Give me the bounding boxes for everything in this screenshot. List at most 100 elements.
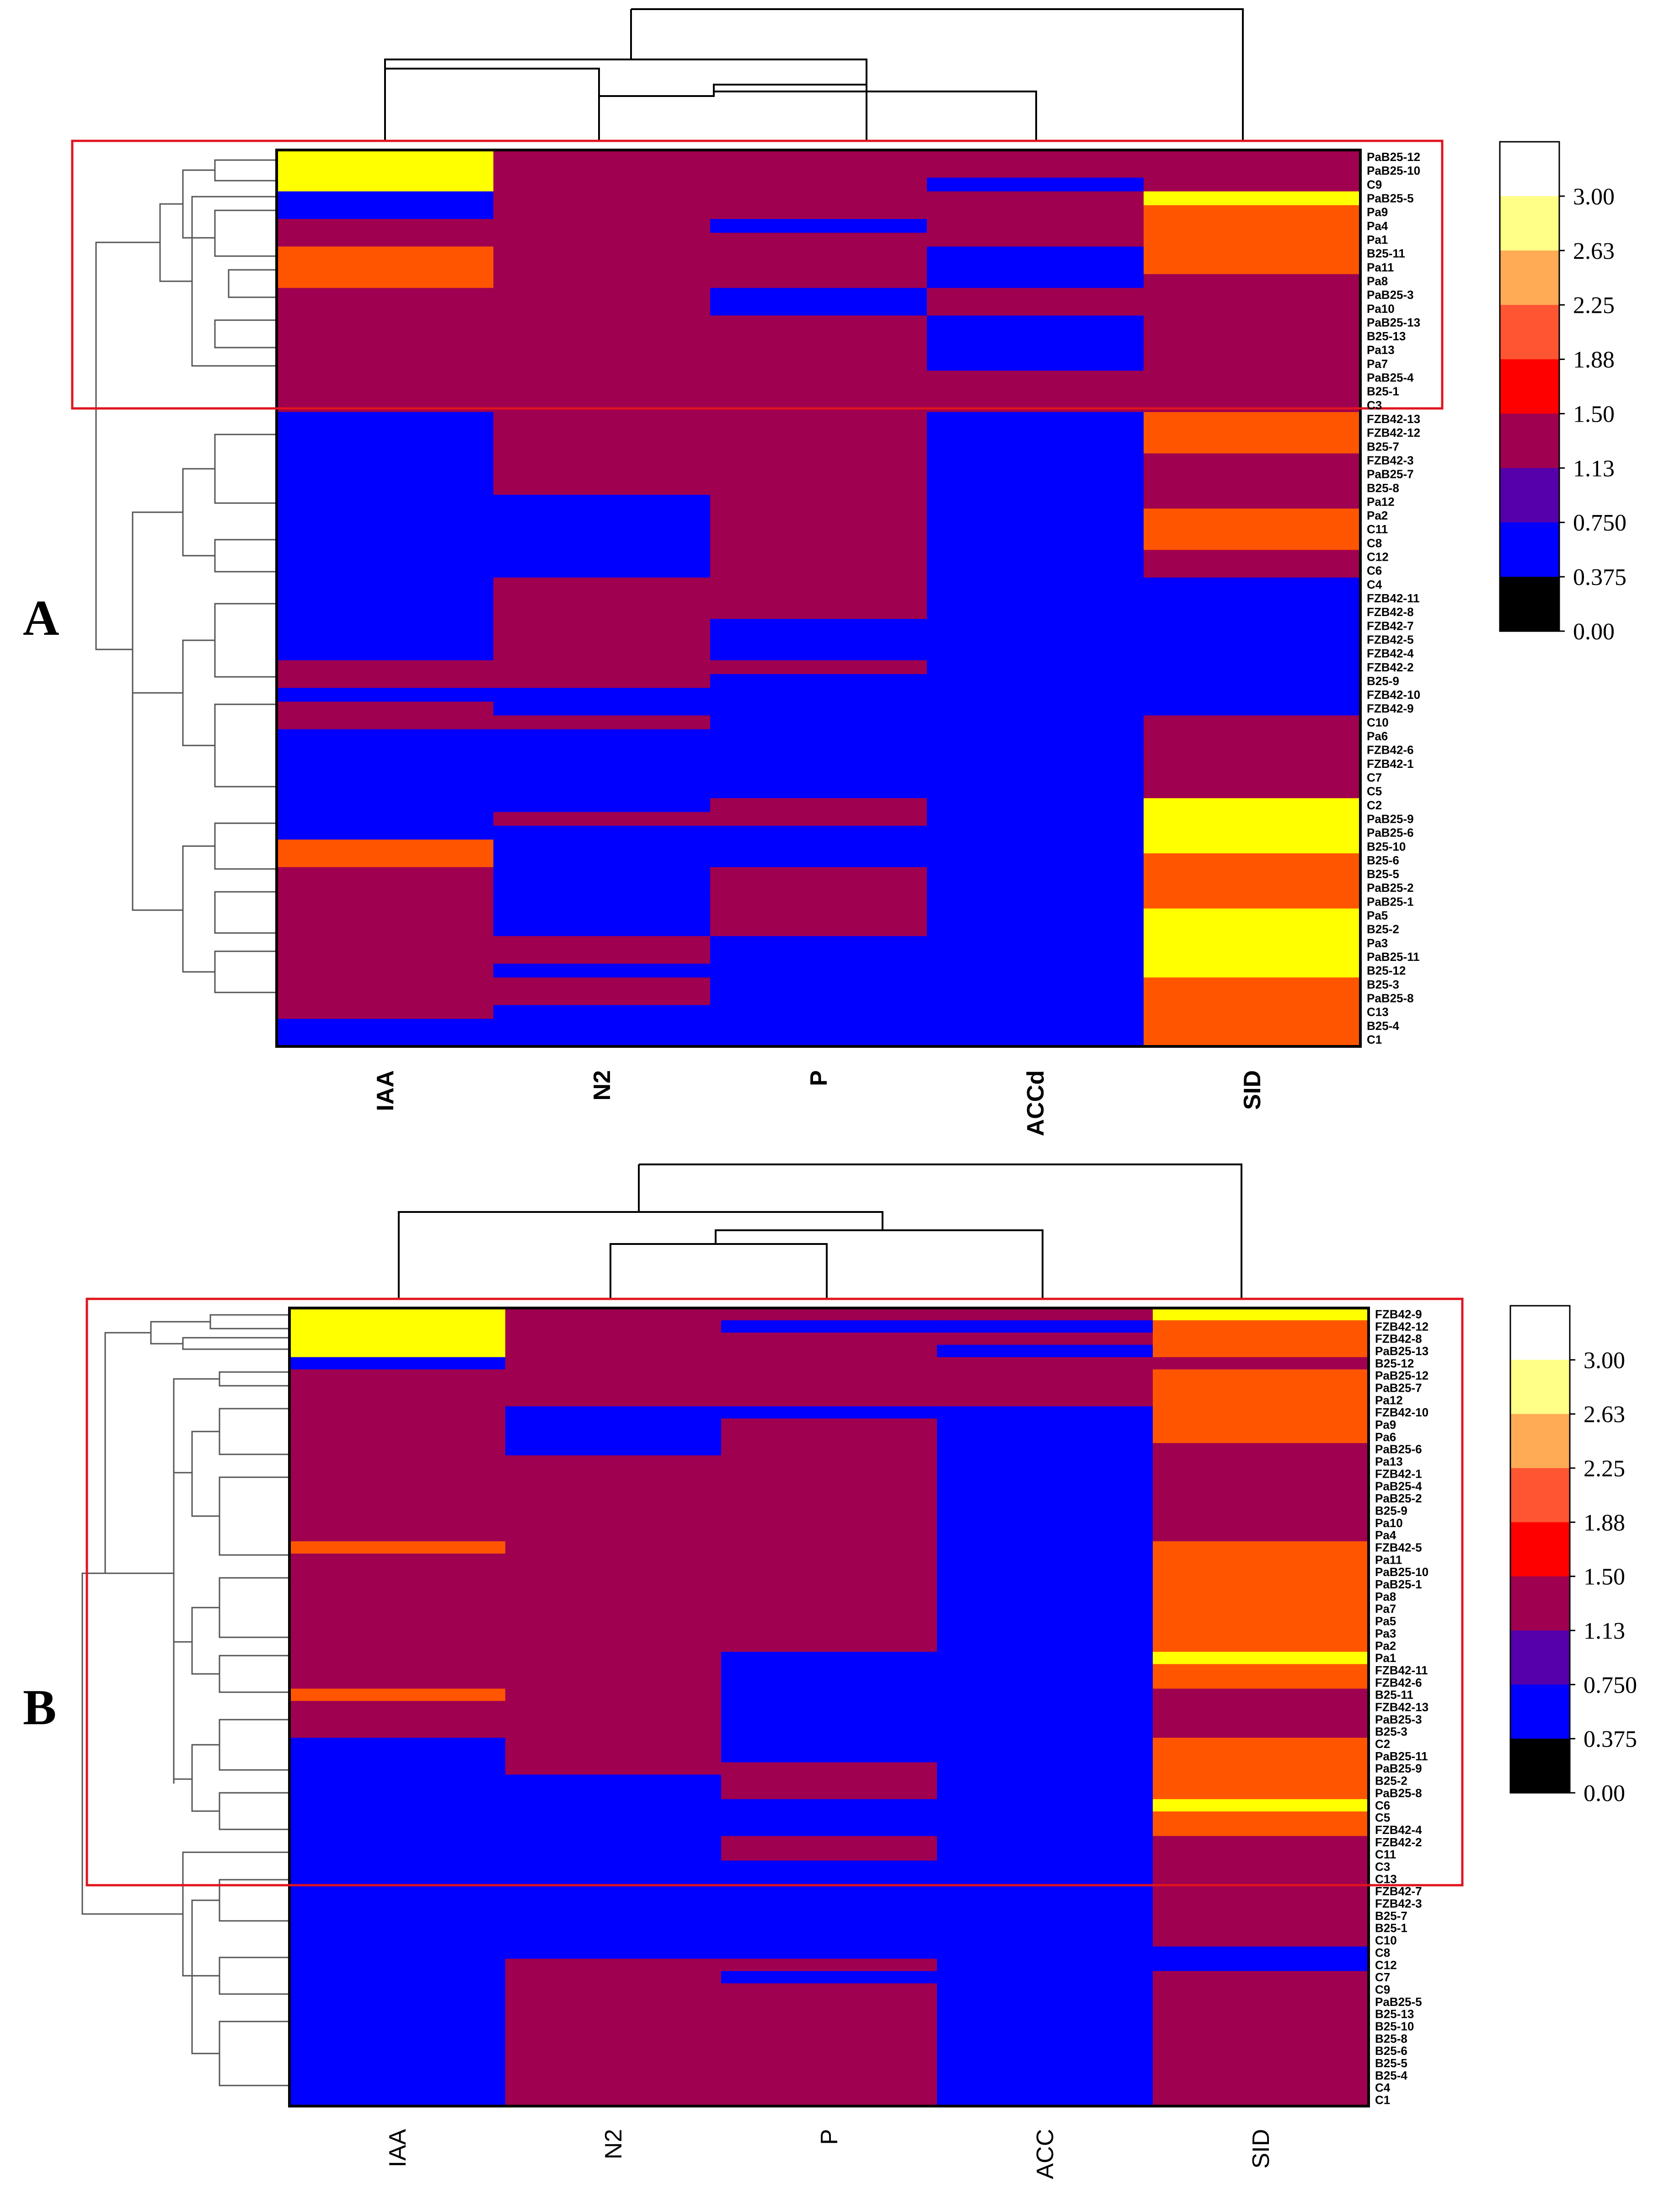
heatmap-cell — [937, 1406, 1153, 1419]
heatmap-cell — [289, 1823, 506, 1837]
heatmap-cell — [289, 1541, 506, 1554]
heatmap-cell — [1153, 2057, 1369, 2070]
heatmap-cell — [710, 191, 927, 206]
heatmap-cell — [710, 812, 927, 826]
heatmap-panel-b: FZB42-9FZB42-12FZB42-8PaB25-13B25-12PaB2… — [23, 1163, 1464, 2179]
panel-label-b: B — [23, 1679, 56, 1735]
heatmap-cell — [1144, 812, 1361, 826]
row-label: B25-5 — [1375, 2056, 1407, 2070]
heatmap-cell — [937, 1382, 1153, 1394]
row-label: B25-4 — [1375, 2069, 1407, 2082]
column-label: ACC — [1032, 2129, 1059, 2179]
row-label: B25-10 — [1367, 840, 1406, 853]
row-label: FZB42-2 — [1367, 660, 1414, 674]
heatmap-cell — [937, 1811, 1153, 1824]
heatmap-cell — [1144, 191, 1361, 206]
heatmap-cell — [289, 1382, 506, 1394]
heatmap-cell — [1153, 1480, 1369, 1493]
heatmap-cell — [937, 1995, 1153, 2009]
heatmap-cell — [710, 315, 927, 330]
heatmap-cell — [289, 1468, 506, 1480]
heatmap-cell — [937, 1504, 1153, 1517]
heatmap-cell — [277, 384, 494, 399]
row-label: FZB42-7 — [1375, 1884, 1422, 1898]
heatmap-cell — [1153, 1775, 1369, 1787]
heatmap-cell — [277, 1019, 494, 1033]
heatmap-cell — [1153, 1885, 1369, 1898]
heatmap-cell — [493, 674, 711, 688]
legend-swatch — [1510, 1576, 1570, 1631]
heatmap-cell — [289, 1922, 506, 1935]
heatmap-cell — [721, 1983, 937, 1996]
heatmap-cell — [493, 949, 711, 964]
heatmap-cell — [493, 1032, 711, 1047]
heatmap-cell — [721, 2044, 937, 2058]
heatmap-cell — [927, 660, 1144, 675]
heatmap-cell — [493, 481, 711, 495]
heatmap-cell — [937, 2069, 1153, 2082]
heatmap-cell — [721, 1946, 937, 1959]
heatmap-cell — [1144, 798, 1361, 813]
legend-swatch — [1500, 522, 1559, 577]
row-label: C12 — [1375, 1958, 1397, 1972]
heatmap-cell — [1153, 1418, 1369, 1432]
heatmap-cell — [505, 2008, 722, 2021]
heatmap-cell — [289, 1590, 506, 1603]
heatmap-cell — [289, 1676, 506, 1689]
heatmap-cell — [927, 550, 1144, 564]
color-legend-b: 3.00 2.63 2.25 1.88 1.50 1.13 0.750 0.375 0.00 — [1509, 1305, 1637, 1807]
heatmap-cell — [710, 729, 927, 744]
row-label: B25-8 — [1367, 481, 1399, 495]
legend-label: 2.25 — [1573, 293, 1615, 319]
heatmap-cell — [1144, 219, 1361, 233]
heatmap-cell — [1153, 2020, 1369, 2033]
heatmap-cell — [505, 1823, 722, 1837]
legend-swatch — [1500, 305, 1559, 360]
heatmap-cell — [277, 494, 494, 509]
heatmap-cell — [927, 384, 1144, 399]
legend-label: 0.375 — [1584, 1726, 1637, 1753]
heatmap-cell — [493, 509, 711, 523]
heatmap-cell — [721, 1615, 937, 1628]
row-label: PaB25-4 — [1367, 371, 1414, 385]
legend-swatch — [1500, 359, 1559, 414]
heatmap-cell — [289, 1750, 506, 1763]
heatmap-cell — [721, 1382, 937, 1394]
heatmap-cell — [937, 1332, 1153, 1346]
heatmap-cell — [927, 301, 1144, 316]
heatmap-cell — [505, 1308, 722, 1321]
column-labels-b: IAA N2 P ACC SID — [385, 2129, 1274, 2179]
heatmap-cell — [1144, 467, 1361, 482]
heatmap-cell — [937, 1775, 1153, 1787]
row-label: PaB25-10 — [1375, 1565, 1429, 1579]
heatmap-cell — [937, 2044, 1153, 2058]
column-label: SID — [1248, 2129, 1274, 2169]
heatmap-cell — [277, 895, 494, 909]
row-label: Pa10 — [1367, 302, 1395, 316]
heatmap-cell — [927, 633, 1144, 647]
heatmap-cell — [721, 1308, 937, 1321]
row-label: PaB25-6 — [1367, 826, 1414, 840]
heatmap-cell — [277, 370, 494, 385]
heatmap-cell — [710, 605, 927, 620]
heatmap-cell — [710, 164, 927, 178]
heatmap-cell — [1144, 509, 1361, 523]
heatmap-cell — [937, 1701, 1153, 1714]
heatmap-cell — [721, 1885, 937, 1898]
heatmap-cell — [289, 2069, 506, 2082]
heatmap-cell — [721, 1787, 937, 1800]
heatmap-cell — [927, 715, 1144, 730]
heatmap-cell — [505, 1909, 722, 1923]
heatmap-cell — [1144, 343, 1361, 358]
heatmap-cell — [277, 853, 494, 868]
row-label: B25-10 — [1375, 2020, 1414, 2033]
heatmap-cell — [927, 191, 1144, 206]
heatmap-cell — [927, 826, 1144, 840]
row-label: FZB42-8 — [1375, 1332, 1422, 1346]
row-label: Pa5 — [1375, 1614, 1396, 1628]
heatmap-cell — [493, 357, 711, 371]
heatmap-cell — [721, 1369, 937, 1382]
row-label: Pa4 — [1375, 1528, 1396, 1542]
heatmap-cell — [493, 881, 711, 895]
heatmap-cell — [1153, 1664, 1369, 1677]
